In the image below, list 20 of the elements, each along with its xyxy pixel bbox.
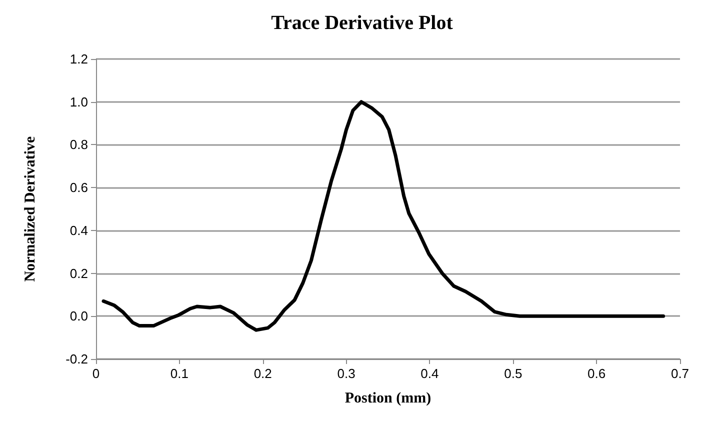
y-tick-label: -0.2	[66, 352, 88, 366]
x-tick-label: 0.2	[254, 366, 272, 381]
y-tick-label: 0.4	[70, 222, 88, 238]
x-tick-label: 0.4	[420, 366, 439, 381]
line-series	[102, 100, 666, 332]
chart-title: Trace Derivative Plot	[271, 12, 454, 34]
y-tick-label: 0.8	[70, 137, 88, 152]
x-tick-label: 0.1	[170, 366, 188, 381]
y-tick-label: 0.0	[70, 308, 88, 324]
y-tick-label: 1.0	[70, 94, 88, 110]
y-tick-label: 0.6	[70, 180, 88, 196]
x-tick-label: 0.7	[670, 366, 690, 381]
x-tick-label: 0.5	[504, 366, 522, 381]
y-tick-label: 1.2	[70, 52, 88, 66]
x-tick-label: 0.6	[588, 366, 606, 381]
x-tick-label: 0	[92, 366, 100, 381]
x-tick-label: 0.3	[337, 366, 356, 381]
y-tick-label: 0.2	[70, 266, 88, 281]
y-axis-title: Normalized Derivative	[22, 136, 38, 282]
x-axis-title: Postion (mm)	[344, 390, 432, 406]
